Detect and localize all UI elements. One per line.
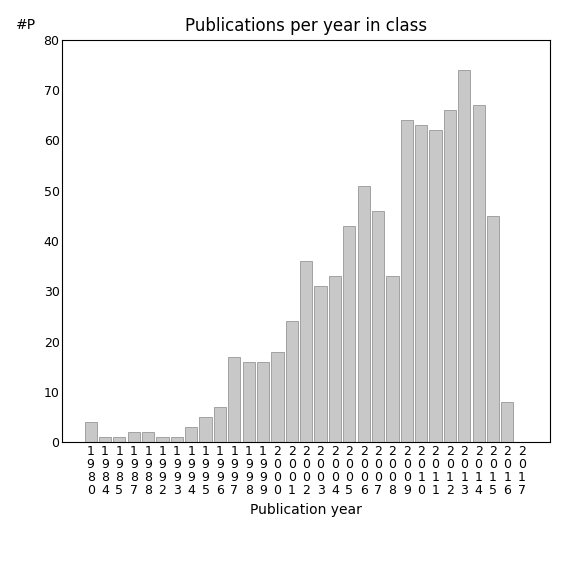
Bar bbox=[229, 357, 240, 442]
Bar bbox=[156, 437, 168, 442]
Bar bbox=[429, 130, 442, 442]
Bar bbox=[458, 70, 471, 442]
Bar bbox=[171, 437, 183, 442]
Bar bbox=[200, 417, 211, 442]
Y-axis label: #P: #P bbox=[16, 18, 36, 32]
Bar bbox=[214, 407, 226, 442]
Bar bbox=[401, 120, 413, 442]
Bar bbox=[300, 261, 312, 442]
Bar bbox=[272, 352, 284, 442]
Bar bbox=[415, 125, 428, 442]
Bar bbox=[472, 105, 485, 442]
Bar bbox=[84, 422, 97, 442]
Bar bbox=[501, 402, 514, 442]
Bar bbox=[113, 437, 125, 442]
Bar bbox=[257, 362, 269, 442]
Bar bbox=[286, 321, 298, 442]
X-axis label: Publication year: Publication year bbox=[250, 502, 362, 517]
Bar bbox=[444, 110, 456, 442]
Bar bbox=[99, 437, 111, 442]
Bar bbox=[358, 185, 370, 442]
Bar bbox=[142, 432, 154, 442]
Bar bbox=[487, 216, 499, 442]
Bar bbox=[243, 362, 255, 442]
Bar bbox=[329, 276, 341, 442]
Bar bbox=[343, 226, 356, 442]
Title: Publications per year in class: Publications per year in class bbox=[185, 18, 428, 35]
Bar bbox=[315, 286, 327, 442]
Bar bbox=[386, 276, 399, 442]
Bar bbox=[185, 427, 197, 442]
Bar bbox=[128, 432, 140, 442]
Bar bbox=[372, 211, 384, 442]
